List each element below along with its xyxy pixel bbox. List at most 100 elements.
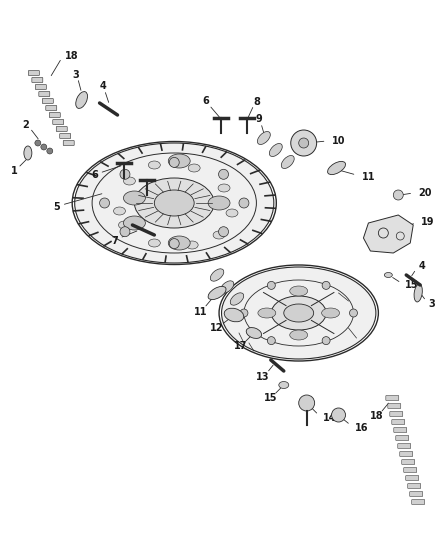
Ellipse shape: [222, 267, 376, 359]
FancyBboxPatch shape: [49, 112, 60, 117]
FancyBboxPatch shape: [386, 395, 399, 400]
Circle shape: [120, 227, 130, 237]
Text: 19: 19: [421, 217, 434, 227]
Ellipse shape: [218, 184, 230, 192]
Text: 1: 1: [11, 166, 18, 176]
Ellipse shape: [168, 236, 190, 250]
Ellipse shape: [321, 308, 339, 318]
Circle shape: [47, 148, 53, 154]
Text: 11: 11: [361, 172, 375, 182]
Ellipse shape: [279, 382, 289, 389]
Ellipse shape: [258, 308, 276, 318]
Text: 7: 7: [111, 236, 118, 246]
Text: 3: 3: [72, 70, 79, 80]
Circle shape: [322, 281, 330, 289]
Ellipse shape: [186, 241, 198, 249]
Text: 18: 18: [65, 51, 78, 61]
Ellipse shape: [284, 304, 314, 322]
FancyBboxPatch shape: [412, 499, 425, 505]
FancyBboxPatch shape: [388, 403, 401, 408]
Ellipse shape: [124, 177, 135, 185]
Ellipse shape: [188, 164, 200, 172]
Circle shape: [169, 157, 179, 167]
Ellipse shape: [328, 161, 346, 175]
Circle shape: [169, 239, 179, 248]
Circle shape: [219, 169, 229, 179]
Text: 6: 6: [203, 96, 209, 106]
Ellipse shape: [124, 216, 145, 230]
FancyBboxPatch shape: [35, 85, 46, 90]
FancyBboxPatch shape: [39, 92, 50, 96]
FancyBboxPatch shape: [60, 133, 71, 139]
Ellipse shape: [24, 146, 32, 160]
Ellipse shape: [134, 178, 214, 228]
Text: 15: 15: [264, 393, 278, 403]
Circle shape: [120, 169, 130, 179]
FancyBboxPatch shape: [400, 451, 413, 456]
Circle shape: [239, 198, 249, 208]
Ellipse shape: [148, 239, 160, 247]
Ellipse shape: [113, 207, 125, 215]
Ellipse shape: [269, 143, 282, 157]
Circle shape: [41, 144, 47, 150]
FancyBboxPatch shape: [398, 443, 411, 448]
Ellipse shape: [213, 231, 225, 239]
FancyBboxPatch shape: [42, 99, 53, 103]
Ellipse shape: [220, 281, 234, 293]
Circle shape: [291, 130, 317, 156]
Ellipse shape: [154, 190, 194, 216]
FancyBboxPatch shape: [394, 427, 407, 432]
Text: 6: 6: [91, 170, 98, 180]
Circle shape: [299, 138, 309, 148]
Text: 4: 4: [418, 261, 425, 271]
Circle shape: [219, 227, 229, 237]
FancyBboxPatch shape: [53, 119, 64, 125]
Circle shape: [299, 395, 314, 411]
Ellipse shape: [119, 221, 131, 229]
Text: 18: 18: [370, 411, 383, 421]
Circle shape: [393, 190, 403, 200]
Circle shape: [35, 140, 41, 146]
Circle shape: [350, 309, 357, 317]
FancyBboxPatch shape: [406, 475, 419, 481]
Text: 14: 14: [323, 413, 336, 423]
Ellipse shape: [76, 92, 88, 108]
FancyBboxPatch shape: [396, 435, 409, 440]
Ellipse shape: [124, 191, 145, 205]
Circle shape: [267, 337, 276, 345]
Text: 15: 15: [405, 280, 419, 290]
Text: 17: 17: [234, 341, 248, 351]
Ellipse shape: [208, 286, 226, 300]
FancyBboxPatch shape: [46, 106, 57, 110]
Text: 3: 3: [428, 299, 435, 309]
Text: 10: 10: [332, 136, 345, 146]
FancyBboxPatch shape: [408, 483, 420, 489]
Text: 20: 20: [418, 188, 432, 198]
Ellipse shape: [271, 296, 326, 330]
Text: 12: 12: [210, 323, 224, 333]
Ellipse shape: [168, 154, 190, 168]
Ellipse shape: [290, 330, 307, 340]
FancyBboxPatch shape: [410, 491, 423, 497]
Circle shape: [99, 198, 110, 208]
Ellipse shape: [148, 161, 160, 169]
Circle shape: [332, 408, 346, 422]
Circle shape: [322, 337, 330, 345]
Ellipse shape: [230, 293, 244, 305]
FancyBboxPatch shape: [28, 70, 39, 76]
Text: 16: 16: [354, 423, 368, 433]
FancyBboxPatch shape: [402, 459, 415, 464]
Text: 5: 5: [53, 202, 60, 212]
FancyBboxPatch shape: [63, 141, 74, 146]
Text: 2: 2: [22, 120, 29, 130]
Text: 4: 4: [99, 81, 106, 91]
Text: 13: 13: [256, 372, 270, 382]
Text: 8: 8: [254, 97, 260, 107]
FancyBboxPatch shape: [392, 419, 405, 424]
Ellipse shape: [290, 286, 307, 296]
Circle shape: [267, 281, 276, 289]
Ellipse shape: [246, 328, 261, 338]
Ellipse shape: [414, 284, 422, 302]
Ellipse shape: [385, 272, 392, 278]
Ellipse shape: [208, 196, 230, 210]
